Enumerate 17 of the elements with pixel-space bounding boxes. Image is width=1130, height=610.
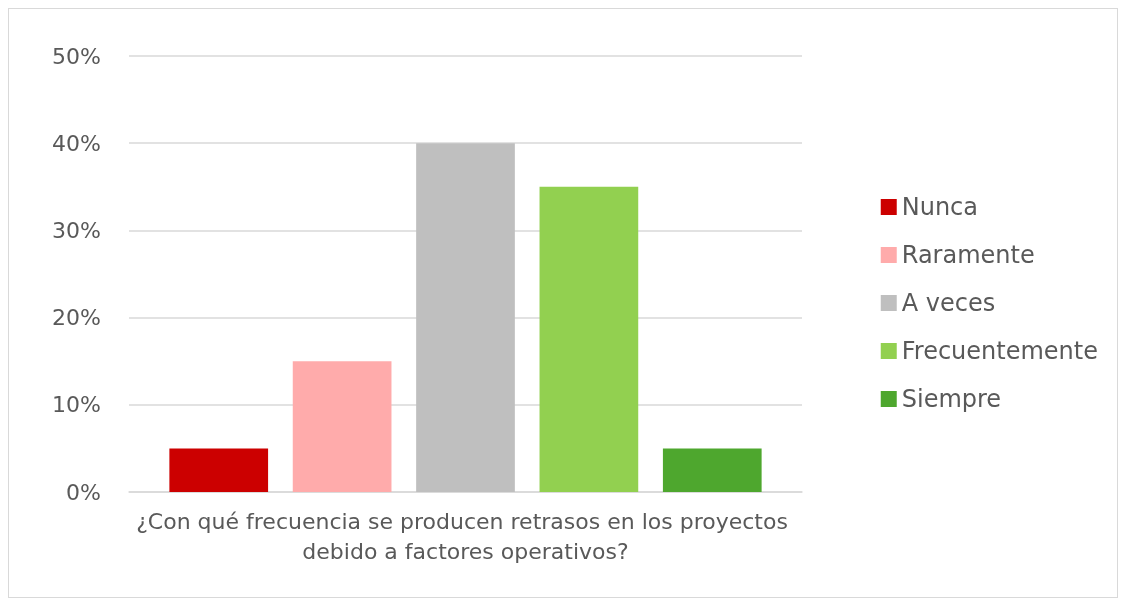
y-tick-label: 40% (52, 130, 101, 156)
bar (292, 361, 392, 492)
legend-label: Raramente (901, 241, 1035, 269)
legend-label: Nunca (901, 193, 979, 221)
y-tick-label: 30% (52, 217, 101, 243)
y-tick-label: 50% (52, 43, 101, 69)
legend-label: Siempre (901, 385, 1002, 413)
legend-label: Frecuentemente (901, 337, 1099, 365)
x-tick-label: ¿Con qué frecuencia se producen retrasos en los proyectos debido a factores operativos? (136, 508, 795, 564)
y-tick-label: 20% (52, 305, 101, 331)
bar (539, 186, 639, 492)
bar (416, 143, 515, 492)
y-tick-label: 0% (66, 479, 101, 505)
bar (169, 448, 269, 492)
legend-label: A veces (901, 289, 996, 317)
y-tick-label: 10% (52, 392, 101, 418)
bar (662, 448, 762, 492)
